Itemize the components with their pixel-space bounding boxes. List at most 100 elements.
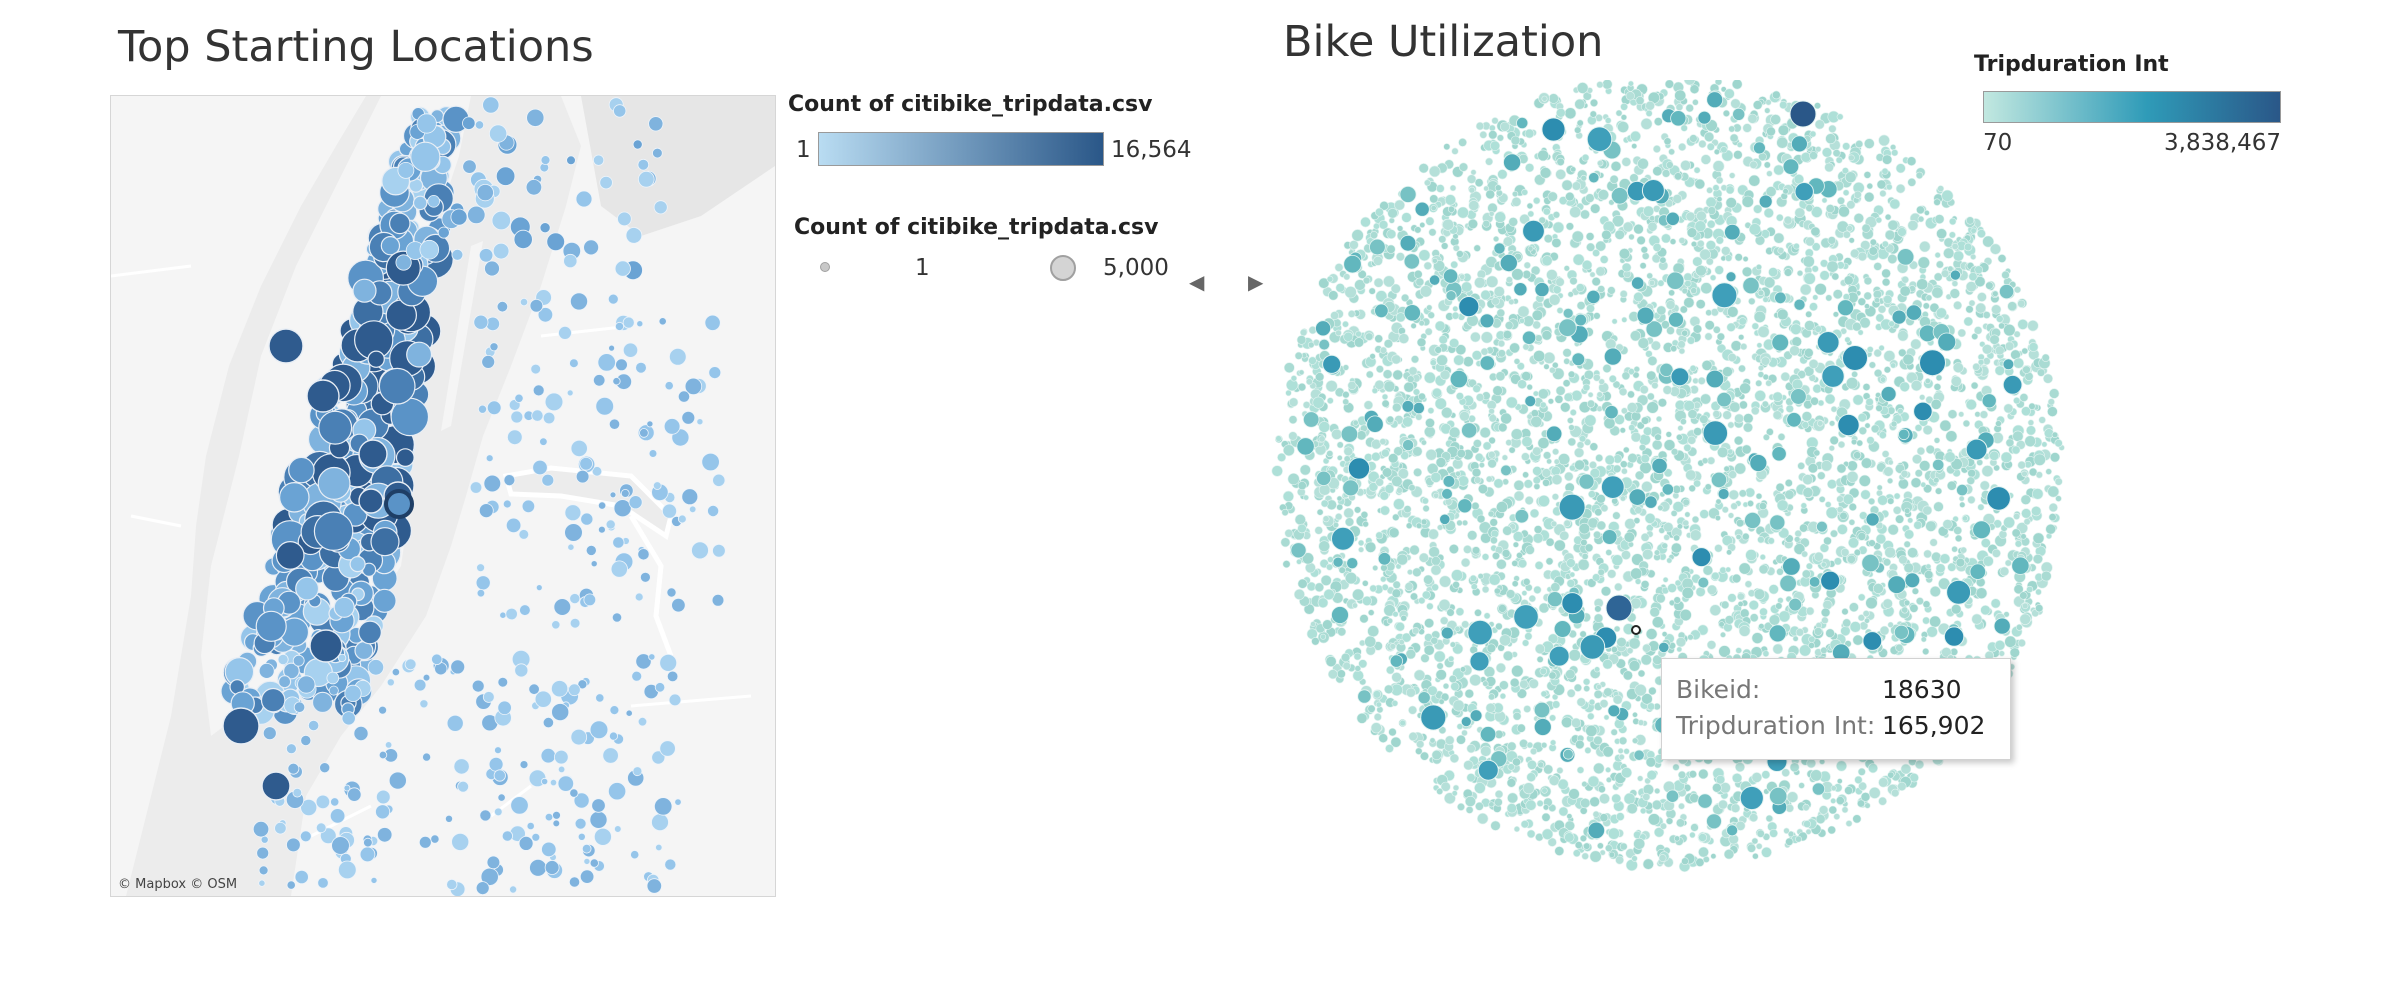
bike-mark — [1693, 166, 1701, 174]
bike-mark — [1605, 766, 1612, 773]
station-marker — [635, 361, 647, 374]
bike-mark — [1825, 294, 1833, 302]
bike-mark — [1380, 505, 1391, 516]
station-marker — [570, 439, 588, 457]
station-marker — [550, 680, 569, 698]
station-marker — [311, 691, 334, 714]
bike-mark — [1700, 154, 1712, 165]
station-marker — [352, 278, 377, 303]
bike-mark — [1748, 297, 1756, 306]
station-marker — [541, 473, 555, 487]
bike-mark — [1413, 467, 1423, 477]
bike-mark — [1527, 210, 1535, 218]
bike-mark — [1970, 381, 1979, 390]
bike-mark — [1895, 643, 1904, 652]
bike-mark — [1320, 633, 1327, 640]
station-marker — [353, 726, 369, 742]
bike-mark — [1757, 364, 1764, 371]
bike-mark — [1541, 812, 1551, 822]
bike-mark — [1636, 235, 1646, 245]
bike-mark — [2054, 477, 2063, 486]
bike-mark — [1523, 261, 1531, 269]
bike-mark — [1589, 796, 1600, 808]
bike-mark — [2045, 468, 2053, 475]
bike-mark — [1815, 814, 1826, 824]
station-marker — [659, 654, 678, 672]
bike-mark — [1567, 437, 1577, 447]
bike-mark — [1839, 511, 1848, 521]
bike-mark — [1391, 588, 1402, 598]
triangle-right-icon[interactable]: ▶ — [1248, 270, 1264, 294]
bike-mark — [1508, 298, 1515, 305]
bike-mark — [1477, 812, 1489, 825]
bike-mark — [1576, 441, 1585, 449]
bike-mark — [1704, 332, 1713, 341]
bike-mark — [1634, 683, 1647, 697]
station-marker — [664, 381, 674, 391]
bike-mark — [1524, 495, 1534, 505]
bike-mark — [1959, 501, 1966, 508]
bike-mark — [1451, 147, 1459, 155]
bike-mark — [1627, 390, 1635, 399]
bike-mark — [1420, 439, 1427, 446]
station-marker — [450, 659, 466, 675]
station-marker — [602, 747, 619, 764]
bike-mark — [1271, 465, 1283, 477]
bike-mark — [1478, 483, 1489, 494]
station-marker — [419, 239, 440, 260]
map-canvas[interactable] — [111, 96, 775, 896]
station-marker — [632, 766, 643, 777]
bike-mark — [1948, 217, 1957, 226]
land-bronx-top — [581, 96, 775, 236]
bike-mark — [1777, 124, 1790, 136]
station-marker — [568, 876, 581, 888]
bike-mark — [1541, 330, 1552, 341]
bike-mark — [1488, 210, 1495, 217]
station-marker — [590, 560, 598, 568]
station-marker — [648, 653, 656, 661]
bike-mark — [2013, 512, 2021, 520]
bike-mark — [1925, 520, 1937, 532]
bike-mark — [1516, 551, 1523, 559]
station-marker — [637, 158, 650, 171]
bike-mark — [2038, 416, 2046, 424]
land-new-jersey — [111, 96, 366, 896]
bike-mark — [1808, 635, 1816, 643]
bike-mark — [1365, 370, 1374, 379]
bike-mark — [1545, 537, 1555, 547]
bike-mark — [1343, 273, 1351, 281]
bike-mark — [1933, 198, 1941, 206]
bike-mark — [1520, 820, 1529, 829]
triangle-left-icon[interactable]: ◀ — [1189, 270, 1205, 294]
station-marker — [614, 260, 631, 277]
bike-mark — [1741, 444, 1752, 455]
bike-mark — [1665, 817, 1674, 825]
bike-mark — [1698, 768, 1709, 780]
bike-mark — [1819, 270, 1830, 281]
bike-mark — [1833, 813, 1841, 820]
station-marker — [637, 717, 648, 727]
map-view[interactable]: © Mapbox © OSM — [110, 95, 776, 897]
bike-utilization-chart[interactable] — [1260, 80, 2080, 890]
bike-mark — [1640, 654, 1652, 666]
bike-mark — [1509, 342, 1520, 354]
bike-mark — [1463, 760, 1474, 771]
bike-mark — [1866, 182, 1874, 190]
bike-mark — [1512, 541, 1519, 548]
bike-mark — [1397, 468, 1409, 480]
bike-mark — [1705, 196, 1717, 208]
bike-mark — [1582, 678, 1591, 686]
bike-mark — [1543, 363, 1550, 370]
station-marker — [529, 858, 547, 877]
station-marker — [684, 377, 703, 396]
bike-mark — [1576, 766, 1585, 774]
bike-mark — [1752, 852, 1759, 860]
bike-mark — [1599, 813, 1609, 823]
bike-mark — [1632, 711, 1638, 718]
bike-mark — [1492, 385, 1503, 396]
bike-mark — [1373, 277, 1384, 288]
bike-mark — [1661, 233, 1671, 244]
bike-mark — [1564, 820, 1575, 831]
bike-mark — [1386, 665, 1395, 675]
station-marker — [646, 878, 663, 894]
